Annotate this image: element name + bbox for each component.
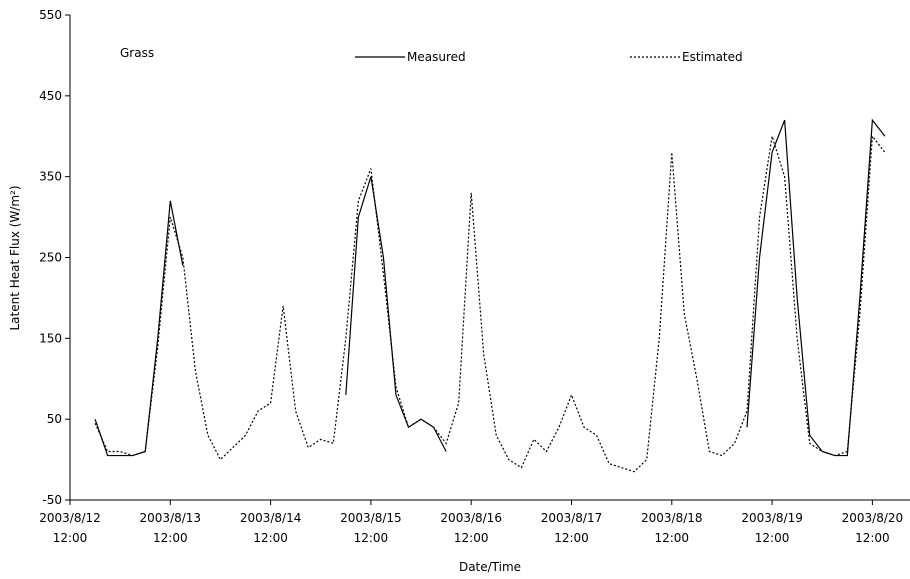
x-tick-label: 2003/8/19 12:00: [741, 511, 803, 545]
y-tick-label: 150: [39, 331, 62, 345]
x-tick-label: 2003/8/14 12:00: [240, 511, 302, 545]
x-tick-label: 2003/8/17 12:00: [541, 511, 603, 545]
x-tick-label: 2003/8/20 12:00: [842, 511, 904, 545]
x-tick-label: 2003/8/15 12:00: [340, 511, 402, 545]
series-line: [94, 134, 886, 473]
y-tick-label: -50: [42, 493, 62, 507]
y-tick-label: 550: [39, 8, 62, 22]
x-tick-label: 2003/8/13 12:00: [140, 511, 202, 545]
series-line: [746, 118, 886, 457]
x-axis-label: Date/Time: [459, 560, 521, 574]
x-tick-label: 2003/8/18 12:00: [641, 511, 703, 545]
y-axis-label: Latent Heat Flux (W/m²): [8, 185, 22, 330]
y-tick-label: 350: [39, 170, 62, 184]
y-tick-label: 450: [39, 89, 62, 103]
legend-label: Measured: [407, 50, 466, 64]
annotation: Grass: [120, 46, 154, 60]
x-tick-label: 2003/8/16 12:00: [440, 511, 502, 545]
y-tick-label: 250: [39, 251, 62, 265]
x-tick-label: 2003/8/12 12:00: [39, 511, 101, 545]
series-line: [345, 176, 447, 452]
legend-label: Estimated: [682, 50, 743, 64]
series-line: [94, 200, 184, 457]
y-tick-label: 50: [47, 412, 62, 426]
